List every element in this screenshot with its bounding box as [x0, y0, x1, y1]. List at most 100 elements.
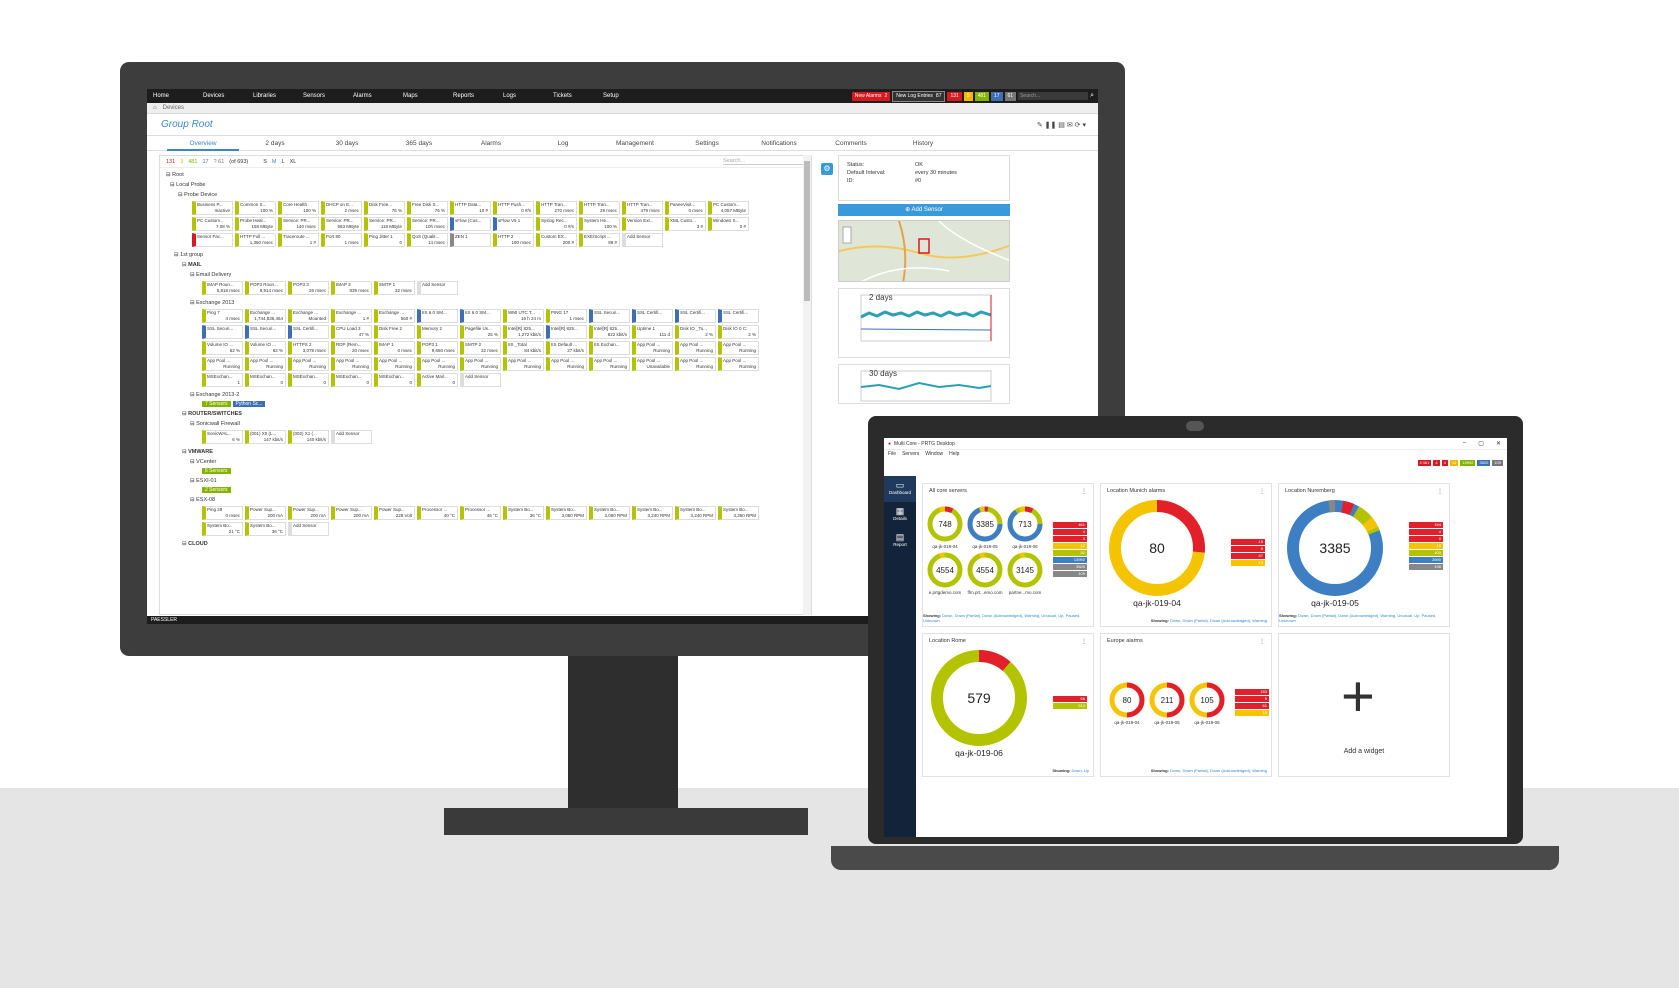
add-sensor-tile[interactable]: Add Sensor: [460, 373, 501, 387]
sensor-tile[interactable]: Disk IO _To... 2 %: [675, 325, 716, 339]
legend-entry[interactable]: 3520: [1053, 564, 1087, 570]
graph-2-days[interactable]: 2 days: [838, 288, 1010, 358]
sensor-tile[interactable]: Service: PR... 10h msec: [407, 217, 448, 231]
sensor-tile[interactable]: Intel[R] 825... 822 kbit/s: [589, 325, 630, 339]
sensor-summary-tag[interactable]: 7 Sensors: [202, 401, 231, 407]
sensor-tile[interactable]: SSL Securi...: [589, 309, 630, 323]
widget-munich-alarms[interactable]: Location Munich alarms ⋮ 80 qa-jk-019-04…: [1100, 483, 1272, 627]
widget-menu-icon[interactable]: ⋮: [1081, 489, 1087, 495]
tab-settings[interactable]: Settings: [695, 139, 719, 147]
minimize-icon[interactable]: –: [1462, 440, 1467, 446]
widget-menu-icon[interactable]: ⋮: [1437, 489, 1443, 495]
widget-menu-icon[interactable]: ⋮: [1259, 489, 1265, 495]
tree-count-3[interactable]: 17: [202, 158, 209, 165]
sensor-tile[interactable]: ZEN 1: [450, 233, 491, 247]
sensor-tile[interactable]: HTTP Full ... 1,360 msec: [235, 233, 276, 247]
sensor-tile[interactable]: System Bo... 3,060 RPM: [589, 506, 630, 520]
tree-esxi-01[interactable]: ⊟ ESXI-01: [166, 476, 805, 486]
tab-notifications[interactable]: Notifications: [761, 139, 797, 147]
sensor-summary-tag[interactable]: 2 Sensors: [202, 487, 231, 493]
sensor-tile[interactable]: Service: PR... 140 msec: [278, 217, 319, 231]
widget-europe-alarms[interactable]: Europe alarms ⋮ 80 qa-jk-019-04 211 qa-jk-0…: [1100, 633, 1272, 777]
sensor-tile[interactable]: Exchange ... 1,744,836,464: [245, 309, 286, 323]
summary-paused[interactable]: 3520: [1477, 460, 1491, 466]
sensor-tile[interactable]: HTTP 2 190 msec: [493, 233, 534, 247]
sensor-tile[interactable]: Ping 7 4 msec: [202, 309, 243, 323]
sensor-tile[interactable]: Service: PR... 118 MByte: [364, 217, 405, 231]
sensor-tile[interactable]: Pagefile Us... 25 %: [460, 325, 501, 339]
legend-entry[interactable]: 15: [1409, 543, 1443, 549]
nav-badge-0[interactable]: New Alarms 2: [851, 91, 891, 101]
sensor-tile[interactable]: Exchange ... Mounted: [288, 309, 329, 323]
sensor-tile[interactable]: CPU Load 3 47 %: [331, 325, 372, 339]
collapse-icon[interactable]: ⊟: [182, 262, 189, 268]
tab-365-days[interactable]: 365 days: [405, 139, 433, 147]
add-sensor-tile[interactable]: Add Sensor: [331, 430, 372, 444]
sensor-tile[interactable]: Active Mail... 0: [417, 373, 458, 387]
tab-overview[interactable]: Overview: [167, 136, 239, 151]
nav-item-libraries[interactable]: Libraries: [253, 93, 277, 99]
menu-window[interactable]: Window: [925, 451, 944, 457]
tree-local-probe[interactable]: ⊟ Local Probe: [166, 180, 805, 190]
ring-4[interactable]: 4554 ffm.prt...emo.com: [966, 551, 1004, 595]
sensor-tile[interactable]: Probe Heal... 158 MByte: [235, 217, 276, 231]
summary-down[interactable]: ‼ 461: [1417, 460, 1432, 466]
add-widget-button[interactable]: + Add a widget: [1278, 633, 1450, 777]
tab-2-days[interactable]: 2 days: [265, 139, 285, 147]
tree-root[interactable]: ⊟ Root: [166, 170, 805, 180]
sensor-tile[interactable]: App Pool ... Running: [718, 357, 759, 371]
sensor-tile[interactable]: MSExchan... 0: [288, 373, 329, 387]
legend-entry[interactable]: 183: [1235, 689, 1269, 695]
sensor-tile[interactable]: Volume IO ... 62 %: [202, 341, 243, 355]
maximize-icon[interactable]: ▢: [1478, 441, 1484, 447]
sensor-tile[interactable]: MSExchan... 0: [374, 373, 415, 387]
sensor-tile[interactable]: Traceroute ... 1 #: [278, 233, 319, 247]
add-sensor-tile[interactable]: Add Sensor: [622, 233, 663, 247]
sensor-tile[interactable]: App Pool ... Running: [460, 357, 501, 371]
tree-count-2[interactable]: 481: [188, 158, 198, 165]
ring-1[interactable]: 3385 qa-jk-019-05: [966, 505, 1004, 549]
widget-menu-icon[interactable]: ⋮: [1081, 639, 1087, 645]
tree-esx-08[interactable]: ⊟ ESX-08: [166, 495, 805, 505]
sensor-tile[interactable]: HTTPS 2 3,078 msec: [288, 341, 329, 355]
sensor-tile[interactable]: POP3 Roun... 8,914 msec: [245, 281, 286, 295]
sensor-tile[interactable]: System He... 100 %: [579, 217, 620, 231]
tree-vcenter[interactable]: ⊟ VCenter: [166, 457, 805, 467]
alarm-count[interactable]: 131: [947, 91, 962, 101]
sensor-tile[interactable]: App Pool ... Running: [675, 341, 716, 355]
sensor-tile[interactable]: Power Sup... 200 mA: [331, 506, 372, 520]
sensor-tile[interactable]: App Pool ... Running: [202, 357, 243, 371]
tree-count-0[interactable]: 131: [166, 158, 176, 165]
tab-30-days[interactable]: 30 days: [335, 139, 359, 147]
nav-details[interactable]: ▦ Details: [884, 502, 916, 528]
sensor-tile[interactable]: Disk Free... 76 %: [364, 201, 405, 215]
sensor-tile[interactable]: sFlow V5 1: [493, 217, 534, 231]
legend-entry[interactable]: 5: [1231, 546, 1265, 552]
sensor-tile[interactable]: Disk Free 2: [374, 325, 415, 339]
warning-count[interactable]: 5: [963, 91, 973, 101]
sensor-tile[interactable]: System Bo... 36 °C: [245, 522, 286, 536]
graph-30-days[interactable]: 30 days: [838, 364, 1010, 404]
europe-ring-1[interactable]: 211 qa-jk-019-05: [1149, 682, 1185, 725]
sensor-tile[interactable]: IIS 6.0 SM...: [417, 309, 458, 323]
sensor-tile[interactable]: System Bo... 3,360 RPM: [718, 506, 759, 520]
menu-file[interactable]: File: [888, 451, 897, 457]
sensor-tile[interactable]: SSL Certifi...: [675, 309, 716, 323]
sensor-tile[interactable]: Version Ext...: [622, 217, 663, 231]
sensor-tile[interactable]: Exchange ... 1 #: [331, 309, 372, 323]
legend-entry[interactable]: 61: [1235, 703, 1269, 709]
sensor-tile[interactable]: Business P... Inactive: [192, 201, 233, 215]
tree-search-input[interactable]: Search...: [723, 158, 803, 165]
sensor-tile[interactable]: sFlow (Cus...: [450, 217, 491, 231]
widget-rome[interactable]: Location Rome ⋮ 579 qa-jk-019-06 66 513 S…: [922, 633, 1094, 777]
sensor-tile[interactable]: App Pool ... Running: [589, 357, 630, 371]
add-sensor-tile[interactable]: Add Sensor: [288, 522, 329, 536]
sensor-tile[interactable]: App Pool ...Unavailable for...: [632, 357, 673, 371]
collapse-icon[interactable]: ⊟: [170, 182, 177, 188]
sensor-tile[interactable]: Uptime 1 111 d: [632, 325, 673, 339]
summary-warning[interactable]: 12: [1449, 460, 1459, 466]
nav-report[interactable]: ▤ Report: [884, 528, 916, 554]
collapse-icon[interactable]: ⊟: [190, 392, 197, 398]
sensor-tile[interactable]: Exchange ... 560 #: [374, 309, 415, 323]
sensor-tile[interactable]: System Bo... 36 °C: [503, 506, 544, 520]
